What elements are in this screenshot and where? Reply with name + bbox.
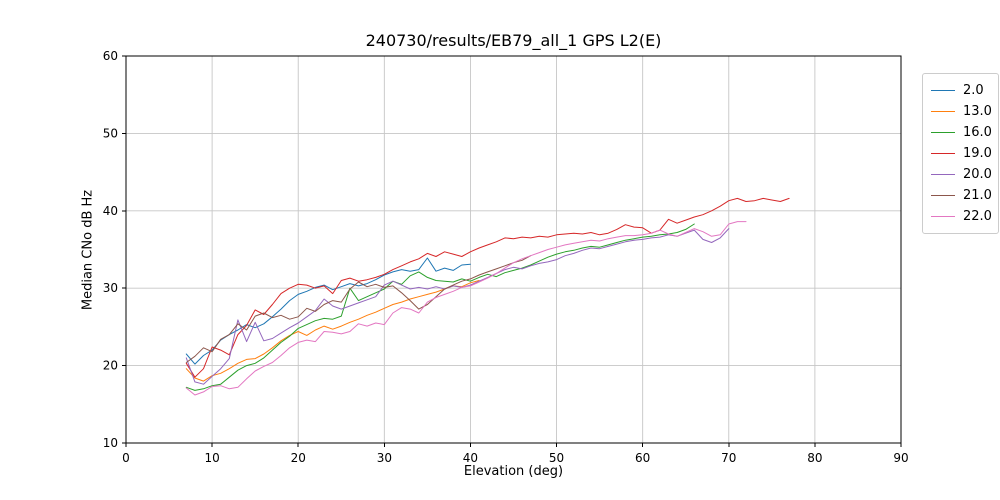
x-tick-label: 20 (291, 451, 306, 465)
series-line-22.0 (185, 221, 747, 396)
legend-label: 22.0 (963, 209, 992, 224)
legend-line-swatch (931, 111, 955, 112)
legend-line-swatch (931, 153, 955, 154)
series-line-21.0 (185, 255, 532, 363)
legend: 2.0 13.0 16.0 19.0 20.0 21.0 22.0 (922, 73, 999, 234)
series-line-20.0 (185, 228, 730, 385)
y-tick-label: 40 (103, 204, 118, 218)
x-tick-label: 40 (463, 451, 478, 465)
legend-label: 2.0 (963, 83, 984, 98)
x-tick-label: 80 (807, 451, 822, 465)
legend-label: 16.0 (963, 125, 992, 140)
legend-line-swatch (931, 174, 955, 175)
x-tick-label: 0 (122, 451, 130, 465)
chart-title: 240730/results/EB79_all_1 GPS L2(E) (365, 31, 662, 50)
y-tick-label: 20 (103, 359, 118, 373)
x-tick-label: 90 (893, 451, 908, 465)
legend-line-swatch (931, 90, 955, 91)
x-tick-label: 70 (721, 451, 736, 465)
series-line-2.0 (185, 257, 471, 365)
x-axis-label: Elevation (deg) (463, 464, 564, 479)
y-tick-label: 50 (103, 126, 118, 140)
series-line-19.0 (185, 197, 790, 378)
legend-label: 20.0 (963, 167, 992, 182)
legend-line-swatch (931, 132, 955, 133)
legend-label: 13.0 (963, 104, 992, 119)
x-tick-label: 60 (635, 451, 650, 465)
legend-entry: 2.0 (931, 80, 992, 101)
axes-frame (125, 55, 902, 444)
y-tick-label: 60 (103, 49, 118, 63)
legend-entry: 22.0 (931, 206, 992, 227)
legend-entry: 16.0 (931, 122, 992, 143)
legend-entry: 21.0 (931, 185, 992, 206)
legend-label: 19.0 (963, 146, 992, 161)
x-tick-label: 50 (549, 451, 564, 465)
legend-entry: 19.0 (931, 143, 992, 164)
legend-label: 21.0 (963, 188, 992, 203)
y-tick-label: 30 (103, 281, 118, 295)
x-tick-label: 30 (377, 451, 392, 465)
legend-line-swatch (931, 216, 955, 217)
y-tick-label: 10 (103, 436, 118, 450)
series-line-13.0 (185, 280, 480, 382)
legend-entry: 20.0 (931, 164, 992, 185)
series-line-16.0 (185, 223, 695, 391)
legend-line-swatch (931, 195, 955, 196)
legend-entry: 13.0 (931, 101, 992, 122)
x-tick-label: 10 (204, 451, 219, 465)
